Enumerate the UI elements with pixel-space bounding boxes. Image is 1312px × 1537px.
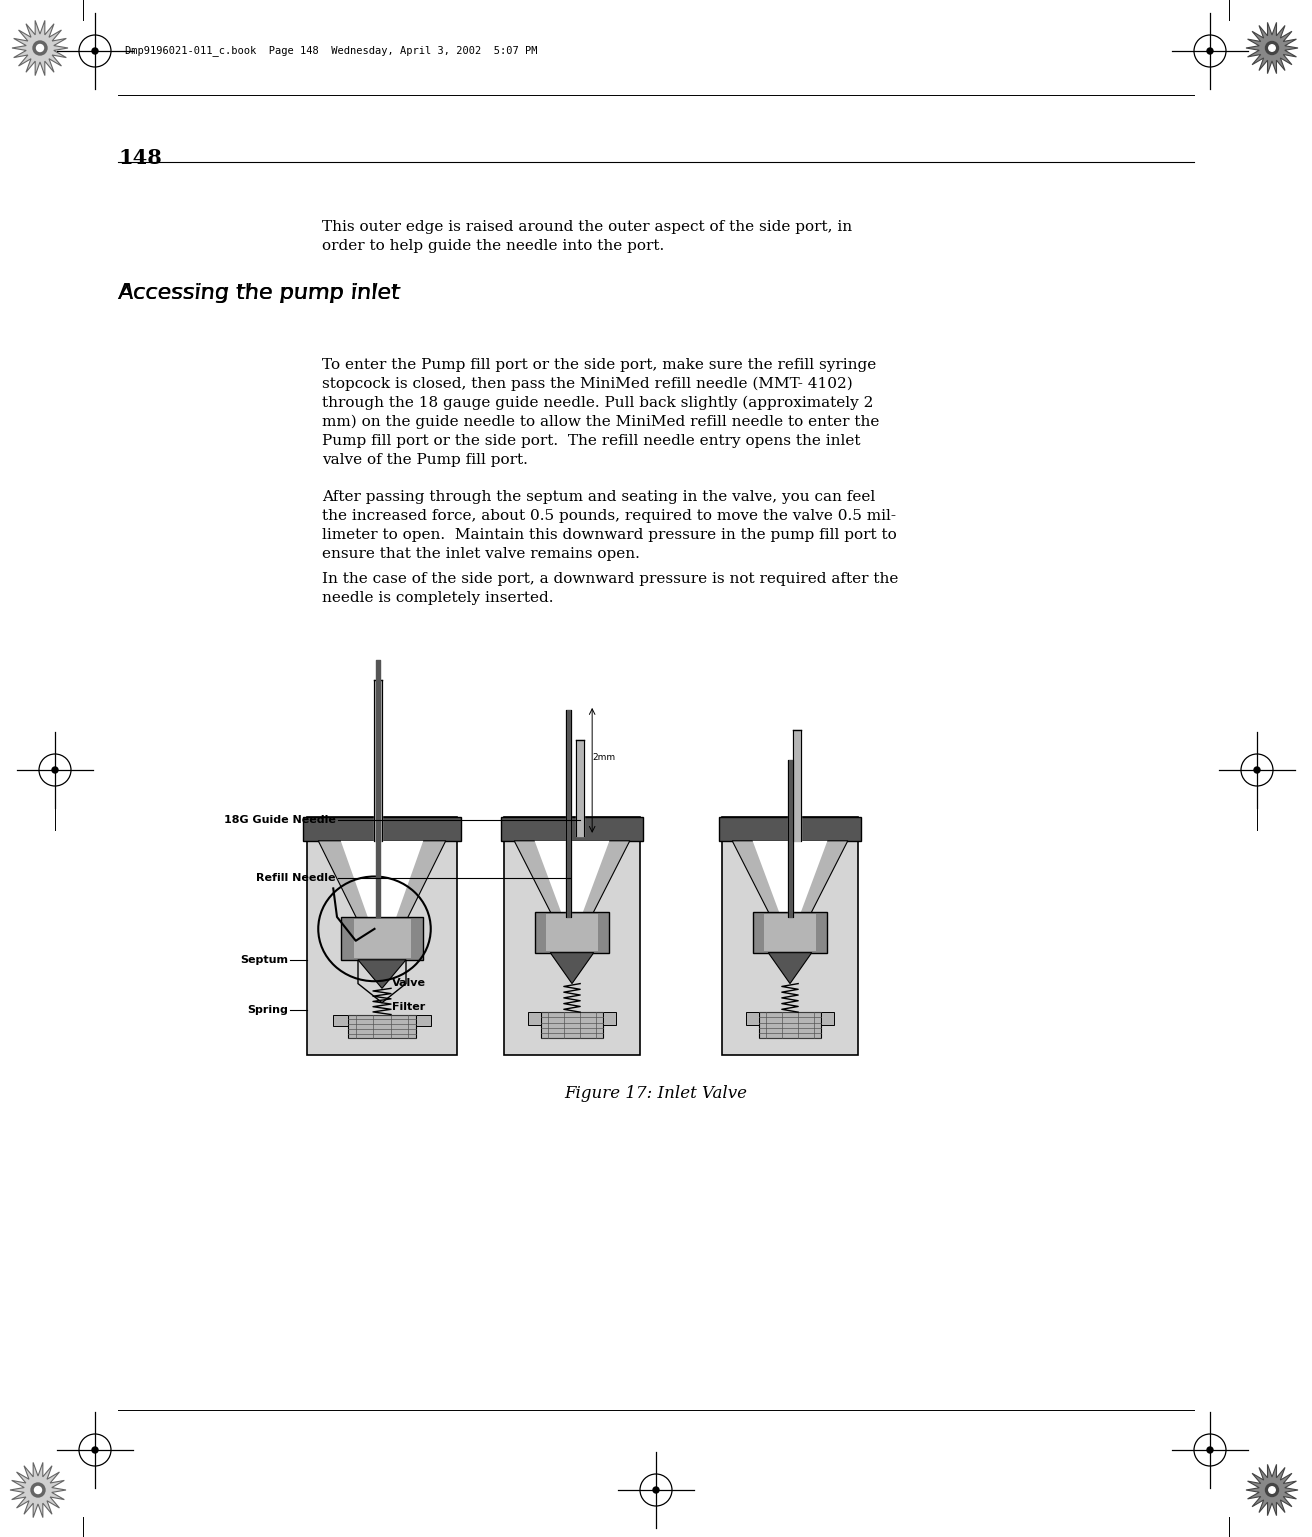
Circle shape xyxy=(37,45,43,52)
Circle shape xyxy=(1207,1446,1214,1452)
Text: Refill Needle: Refill Needle xyxy=(257,873,336,882)
Bar xyxy=(745,1013,760,1025)
Circle shape xyxy=(1266,41,1278,54)
Text: Filter: Filter xyxy=(392,1002,425,1011)
Polygon shape xyxy=(12,20,68,75)
Text: Dmp9196021-011_c.book  Page 148  Wednesday, April 3, 2002  5:07 PM: Dmp9196021-011_c.book Page 148 Wednesday… xyxy=(125,46,538,57)
Polygon shape xyxy=(358,959,405,988)
Circle shape xyxy=(1269,1486,1275,1494)
Circle shape xyxy=(1266,1483,1278,1497)
Bar xyxy=(753,911,828,953)
Bar xyxy=(307,818,457,1054)
Bar xyxy=(504,818,640,1054)
Circle shape xyxy=(1207,48,1214,54)
Polygon shape xyxy=(534,841,609,915)
Bar xyxy=(501,818,643,841)
Bar xyxy=(722,818,858,1054)
Text: order to help guide the needle into the port.: order to help guide the needle into the … xyxy=(321,238,664,254)
Text: valve of the Pump fill port.: valve of the Pump fill port. xyxy=(321,453,527,467)
Text: In the case of the side port, a downward pressure is not required after the: In the case of the side port, a downward… xyxy=(321,572,899,586)
Text: Valve: Valve xyxy=(392,978,426,988)
Polygon shape xyxy=(769,953,812,984)
Polygon shape xyxy=(1246,23,1298,74)
Bar xyxy=(820,1013,834,1025)
Text: limeter to open.  Maintain this downward pressure in the pump fill port to: limeter to open. Maintain this downward … xyxy=(321,529,896,543)
Text: through the 18 gauge guide needle. Pull back slightly (approximately 2: through the 18 gauge guide needle. Pull … xyxy=(321,397,874,410)
Bar xyxy=(760,1013,820,1039)
Polygon shape xyxy=(753,841,828,915)
Bar xyxy=(764,915,816,951)
Text: Accessing the pump inlet: Accessing the pump inlet xyxy=(118,283,400,303)
Polygon shape xyxy=(514,841,630,918)
Polygon shape xyxy=(341,841,424,919)
Bar xyxy=(534,911,609,953)
Polygon shape xyxy=(550,953,594,984)
Text: 2mm: 2mm xyxy=(592,753,615,761)
Bar xyxy=(341,918,424,959)
Text: Septum: Septum xyxy=(240,954,289,965)
Bar xyxy=(527,1013,542,1025)
Bar xyxy=(353,919,411,958)
Circle shape xyxy=(92,48,98,54)
Text: Accessing the pump inlet: Accessing the pump inlet xyxy=(118,283,400,303)
Bar xyxy=(719,818,862,841)
Circle shape xyxy=(33,41,47,55)
Text: This outer edge is raised around the outer aspect of the side port, in: This outer edge is raised around the out… xyxy=(321,220,851,234)
Circle shape xyxy=(31,1483,45,1497)
Bar xyxy=(546,915,598,951)
Text: 148: 148 xyxy=(118,148,161,168)
Text: the increased force, about 0.5 pounds, required to move the valve 0.5 mil-: the increased force, about 0.5 pounds, r… xyxy=(321,509,896,523)
Bar xyxy=(542,1013,602,1039)
Circle shape xyxy=(92,1446,98,1452)
Circle shape xyxy=(1269,45,1275,51)
Text: mm) on the guide needle to allow the MiniMed refill needle to enter the: mm) on the guide needle to allow the Min… xyxy=(321,415,879,429)
Text: After passing through the septum and seating in the valve, you can feel: After passing through the septum and sea… xyxy=(321,490,875,504)
Text: stopcock is closed, then pass the MiniMed refill needle (MMT- 4102): stopcock is closed, then pass the MiniMe… xyxy=(321,377,853,392)
Circle shape xyxy=(1254,767,1260,773)
Polygon shape xyxy=(1246,1465,1298,1515)
Text: ensure that the inlet valve remains open.: ensure that the inlet valve remains open… xyxy=(321,547,640,561)
Polygon shape xyxy=(319,841,446,924)
Text: Figure 17: Inlet Valve: Figure 17: Inlet Valve xyxy=(564,1085,748,1102)
Bar xyxy=(602,1013,617,1025)
Text: To enter the Pump fill port or the side port, make sure the refill syringe: To enter the Pump fill port or the side … xyxy=(321,358,876,372)
Polygon shape xyxy=(732,841,848,918)
Circle shape xyxy=(52,767,58,773)
Polygon shape xyxy=(10,1462,66,1517)
Circle shape xyxy=(653,1486,659,1492)
Text: needle is completely inserted.: needle is completely inserted. xyxy=(321,592,554,606)
Bar xyxy=(303,818,461,841)
Circle shape xyxy=(34,1486,42,1494)
Bar xyxy=(416,1014,430,1027)
Bar xyxy=(333,1014,348,1027)
Text: 18G Guide Needle: 18G Guide Needle xyxy=(224,815,336,825)
Text: Spring: Spring xyxy=(247,1005,289,1014)
Bar xyxy=(348,1014,416,1039)
Text: Pump fill port or the side port.  The refill needle entry opens the inlet: Pump fill port or the side port. The ref… xyxy=(321,433,861,447)
